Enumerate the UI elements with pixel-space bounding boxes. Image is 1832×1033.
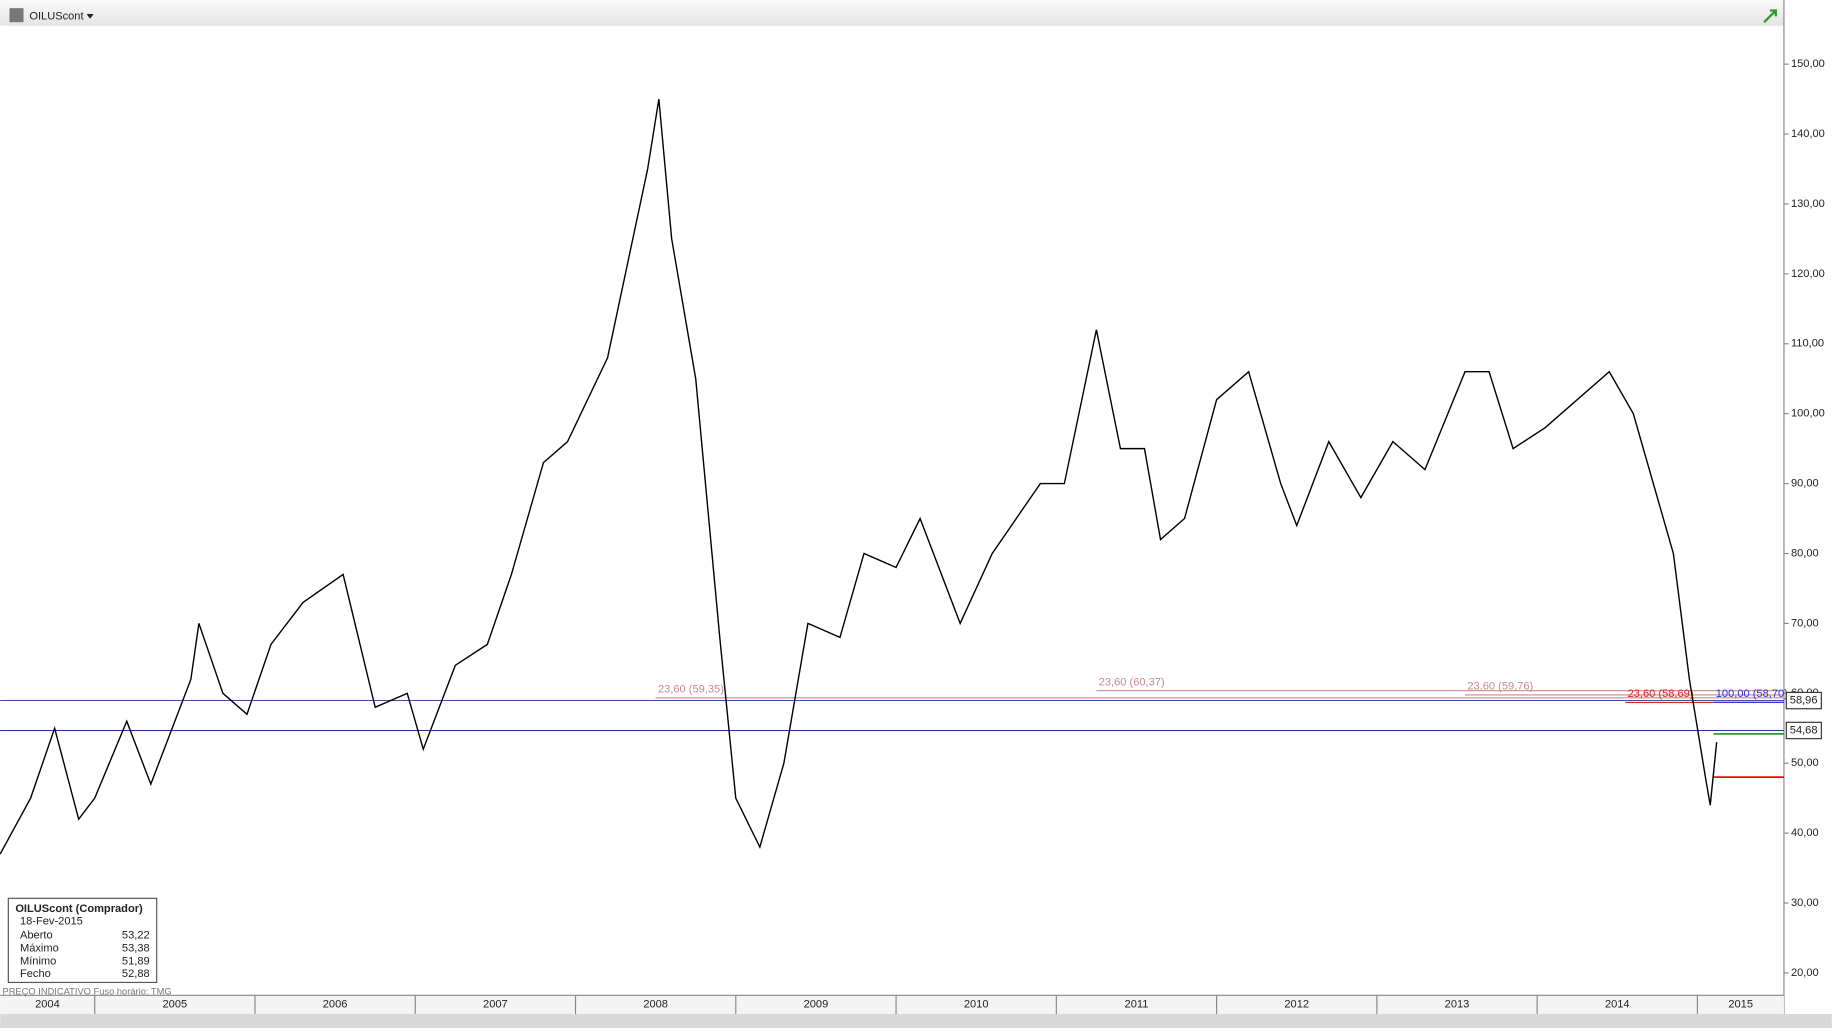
- y-tick-label: 40,00: [1791, 827, 1819, 839]
- info-value: 53,38: [122, 942, 150, 954]
- dropdown-arrow[interactable]: [86, 14, 94, 19]
- x-tick-label: 2005: [163, 999, 188, 1011]
- price-tag-label: 54,68: [1790, 724, 1818, 736]
- y-tick-label: 20,00: [1791, 967, 1819, 979]
- y-tick-label: 150,00: [1791, 58, 1825, 70]
- info-value: 51,89: [122, 955, 150, 967]
- instrument-name[interactable]: OILUScont: [29, 10, 83, 22]
- x-tick-label: 2009: [804, 999, 829, 1011]
- trend-icon[interactable]: [1763, 9, 1777, 24]
- price-tag: [1785, 721, 1822, 740]
- info-label: Mínimo: [20, 955, 56, 967]
- info-title: OILUScont (Comprador): [15, 903, 143, 915]
- fib-label: 100,00 (58,70): [1716, 688, 1788, 700]
- info-label: Fecho: [20, 968, 51, 980]
- x-tick-label: 2007: [483, 999, 508, 1011]
- status-bar: [0, 1013, 1832, 1028]
- x-tick-label: 2006: [323, 999, 348, 1011]
- info-value: 53,22: [122, 930, 150, 942]
- x-tick-label: 2015: [1728, 999, 1753, 1011]
- info-value: 52,88: [122, 968, 150, 980]
- x-tick-label: 2011: [1125, 999, 1149, 1011]
- instrument-icon: [9, 8, 24, 23]
- x-tick-label: 2012: [1284, 999, 1309, 1011]
- x-tick-label: 2013: [1445, 999, 1470, 1011]
- price-tag: [1785, 691, 1822, 710]
- price-line: [0, 98, 1718, 855]
- x-tick-label: 2010: [964, 999, 989, 1011]
- y-tick-label: 130,00: [1791, 198, 1825, 210]
- y-tick-label: 70,00: [1791, 617, 1819, 629]
- info-box-frame: [7, 897, 158, 984]
- info-date: 18-Fev-2015: [20, 916, 83, 928]
- fib-label: 23,60 (60,37): [1099, 676, 1165, 688]
- y-tick-label: 80,00: [1791, 547, 1819, 559]
- x-tick-label: 2004: [35, 999, 60, 1011]
- fib-label: 23,60 (59,35): [658, 684, 724, 696]
- info-label: Máximo: [20, 942, 59, 954]
- y-tick-label: 140,00: [1791, 128, 1825, 140]
- toolbar: [0, 0, 1784, 26]
- footer-note: PREÇO INDICATIVO Fuso horário: TMG: [2, 986, 171, 996]
- y-tick-label: 50,00: [1791, 757, 1819, 769]
- x-tick-label: 2008: [643, 999, 668, 1011]
- y-tick-label: 110,00: [1791, 338, 1824, 350]
- x-tick-label: 2014: [1605, 999, 1630, 1011]
- y-tick-label: 100,00: [1791, 408, 1825, 420]
- info-box: OILUScont (Comprador)18-Fev-2015 Aberto 53…: [7, 897, 158, 984]
- x-axis-band: [0, 995, 1784, 1014]
- info-label: Aberto: [20, 930, 53, 942]
- fib-label: 23,60 (58,69): [1628, 688, 1694, 700]
- price-tag-label: 58,96: [1790, 694, 1818, 706]
- y-tick-label: 90,00: [1791, 478, 1819, 490]
- y-tick-label: 120,00: [1791, 268, 1825, 280]
- y-tick-label: 30,00: [1791, 897, 1819, 909]
- fib-label: 23,60 (59,76): [1467, 681, 1533, 693]
